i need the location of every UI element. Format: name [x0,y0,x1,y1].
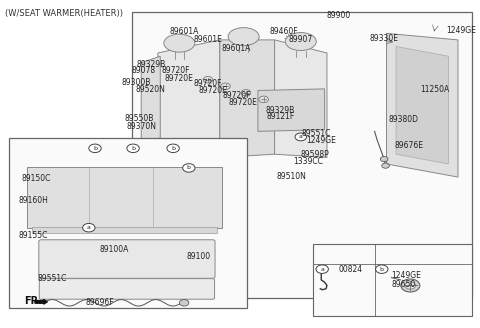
Text: 89720E: 89720E [165,74,194,83]
Text: 89650: 89650 [391,280,416,289]
Bar [132,12,472,298]
Circle shape [380,156,388,162]
Text: a: a [320,267,324,272]
Text: 89329B: 89329B [265,106,295,114]
Text: b: b [380,267,384,272]
Text: 89720F: 89720F [193,78,222,88]
Text: 89601A: 89601A [169,27,199,36]
Text: (W/SEAT WARMER(HEATER)): (W/SEAT WARMER(HEATER)) [5,9,123,18]
Text: 89696F: 89696F [85,298,114,307]
Circle shape [259,96,268,103]
Circle shape [180,299,189,306]
Polygon shape [32,227,217,233]
Polygon shape [220,40,275,157]
Text: b: b [93,146,97,151]
Text: 89160H: 89160H [18,196,48,205]
Text: 89078: 89078 [132,66,156,75]
Text: 1249GE: 1249GE [446,26,476,34]
Circle shape [295,133,307,141]
Text: 89598P: 89598P [300,150,329,159]
Text: 1249GE: 1249GE [391,271,421,280]
Text: 89907: 89907 [288,35,313,44]
Text: 89329B: 89329B [136,60,166,69]
Text: 89676E: 89676E [395,141,424,150]
Polygon shape [275,40,327,157]
Text: 89900: 89900 [327,11,351,20]
Circle shape [375,265,388,274]
Text: 89121F: 89121F [266,112,294,121]
Text: 89720E: 89720E [198,86,227,95]
Text: 89601A: 89601A [222,44,251,52]
Text: b: b [131,146,135,151]
Text: a: a [87,225,91,230]
Text: 89510N: 89510N [276,172,306,181]
Circle shape [89,144,101,153]
Bar [9,138,247,308]
Text: 11250A: 11250A [420,85,450,94]
Text: b: b [171,146,175,151]
Text: 89370N: 89370N [126,122,156,131]
Text: 89520N: 89520N [136,85,166,94]
Text: 89330E: 89330E [370,34,398,43]
FancyArrow shape [35,299,48,304]
Text: 89100: 89100 [186,252,210,261]
Circle shape [127,144,139,153]
Polygon shape [141,56,160,144]
Polygon shape [27,167,222,228]
Ellipse shape [285,32,316,51]
Polygon shape [258,89,324,131]
Text: FR.: FR. [24,296,43,306]
Text: 89551C: 89551C [37,275,67,283]
Text: 89460F: 89460F [270,27,299,36]
Text: 89551C: 89551C [301,129,331,138]
Circle shape [83,223,95,232]
Circle shape [167,144,180,153]
Ellipse shape [164,34,195,52]
Circle shape [183,164,195,172]
Text: 89720F: 89720F [222,91,251,100]
Ellipse shape [228,28,259,46]
Text: 89155C: 89155C [18,231,48,240]
Circle shape [401,279,420,292]
Text: 89100A: 89100A [99,245,129,254]
Circle shape [316,265,328,274]
Polygon shape [396,47,448,164]
Text: 89550B: 89550B [125,114,154,123]
Text: 89300B: 89300B [122,78,151,87]
Bar [312,244,472,316]
Text: 1249GE: 1249GE [306,136,336,145]
Text: 89720F: 89720F [162,66,190,75]
Text: a: a [299,134,303,139]
Circle shape [203,76,213,83]
Polygon shape [386,33,458,177]
Text: 89720E: 89720E [228,98,257,107]
Text: 89150C: 89150C [22,174,51,183]
FancyBboxPatch shape [39,240,215,278]
Circle shape [405,282,416,289]
Text: 89380D: 89380D [388,115,418,124]
Polygon shape [158,40,220,171]
Text: 1339CC: 1339CC [293,157,323,166]
Circle shape [221,83,230,90]
Text: 00824: 00824 [339,265,363,274]
Text: b: b [187,165,191,171]
Circle shape [241,90,251,96]
FancyBboxPatch shape [39,279,215,299]
Text: 89601E: 89601E [193,35,222,44]
Circle shape [382,163,389,168]
